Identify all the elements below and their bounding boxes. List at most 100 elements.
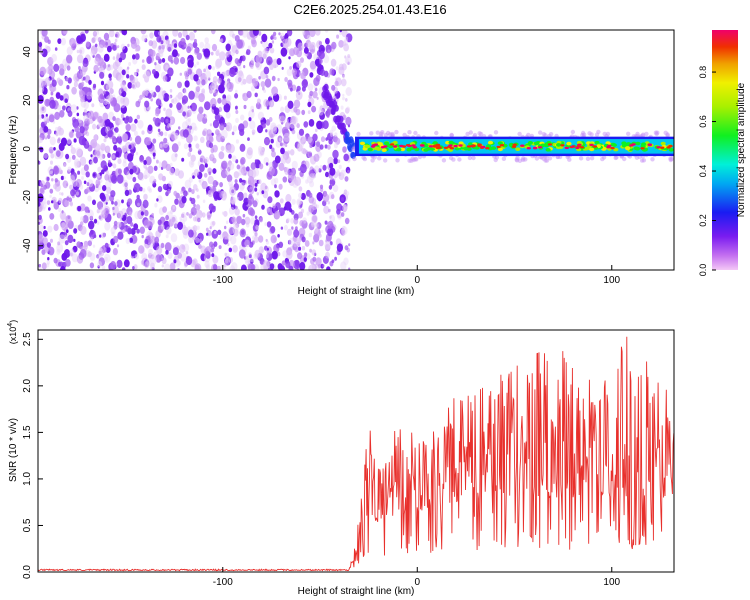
spectrogram-noise-blob [309, 152, 312, 157]
spectrogram-noise-blob [288, 56, 291, 60]
spectrogram-noise-blob [270, 124, 278, 135]
spectrogram-noise-blob [120, 43, 126, 50]
spectrogram-signal-peak [607, 144, 612, 147]
spectrogram-noise-blob [145, 34, 148, 39]
spectrogram-noise-blob [122, 133, 129, 143]
spectrogram-noise-blob [65, 153, 70, 160]
spectrogram-noise-blob [340, 197, 345, 202]
spectrogram-noise-blob [38, 224, 44, 233]
spectrogram-noise-blob [295, 90, 303, 101]
spectrogram-noise-blob [218, 84, 225, 94]
spectrogram-noise-blob [129, 168, 134, 175]
spectrogram-signal-halo [383, 158, 388, 163]
spectrogram-noise-blob [168, 133, 172, 138]
spectrogram-noise-blob [47, 257, 50, 261]
spectrogram-noise-blob [329, 178, 336, 187]
spectrogram-signal-halo [407, 130, 412, 135]
spectrogram-noise-blob [38, 95, 44, 104]
spectrogram-noise-blob [270, 178, 277, 186]
spectrogram-noise-blob [116, 221, 122, 228]
spectrogram-noise-blob [112, 135, 116, 142]
spectrogram-signal-core [487, 140, 494, 145]
spectrogram-noise-blob [193, 30, 197, 33]
spectrogram-noise-blob [173, 132, 179, 140]
spectrogram-noise-blob [243, 197, 249, 206]
spectrogram-noise-blob [209, 184, 213, 190]
spectrogram-noise-blob [289, 208, 293, 213]
spectrogram-signal-core [589, 147, 595, 152]
spectrogram-noise-blob [100, 143, 106, 151]
spectrogram-noise-blob [105, 41, 108, 46]
spectrogram-noise-blob [112, 163, 117, 169]
spectrogram-noise-blob [142, 188, 146, 193]
spectrogram-signal-peak [520, 144, 525, 147]
spectrogram-noise-blob [94, 57, 100, 65]
spectrogram-noise-blob [179, 216, 183, 221]
spectrogram-noise-blob [39, 132, 45, 141]
spectrogram-noise-blob [49, 213, 55, 220]
spectrogram-noise-blob [240, 218, 246, 226]
spectrogram-noise-blob [58, 127, 64, 136]
spectrogram-noise-blob [106, 186, 112, 194]
spectrogram-noise-blob [149, 32, 154, 39]
colorbar: 0.0 0.2 0.4 0.6 0.8 Normalized spectral ampl… [698, 30, 747, 276]
spectrogram-noise-blob [278, 183, 283, 190]
spectrogram-noise-blob [112, 247, 118, 256]
spectrogram-signal-halo [394, 129, 399, 135]
spectrogram-noise-blob [250, 85, 256, 92]
spectrogram-noise-blob [267, 196, 273, 204]
spectrogram-noise-blob [286, 30, 293, 37]
spectrogram-signal-peak [579, 146, 585, 149]
spectrogram-noise-blob [152, 69, 156, 75]
spectrogram-noise-blob [115, 31, 120, 39]
spectrogram-noise-blob [96, 254, 100, 259]
spectrogram-noise-blob [183, 190, 188, 197]
spectrogram-noise-blob [111, 154, 115, 160]
spectrogram-noise-blob [305, 134, 311, 142]
spectrogram-noise-blob [244, 255, 250, 264]
spectrogram-noise-blob [103, 90, 106, 95]
spectrogram-noise-blob [239, 182, 245, 190]
spectrogram-noise-blob [173, 43, 178, 48]
spectrogram-noise-blob [187, 59, 194, 69]
spectrogram-noise-blob [204, 163, 208, 168]
spectrogram-noise-blob [316, 192, 324, 201]
spectrogram-noise-blob [234, 58, 240, 65]
spectrogram-noise-blob [160, 116, 165, 123]
spectrogram-noise-blob [341, 63, 347, 71]
spectrogram-noise-blob [285, 155, 291, 164]
spectrogram-noise-blob [234, 93, 239, 99]
spectrogram-noise-blob [335, 66, 339, 71]
spectrogram-noise-blob [317, 264, 321, 268]
spectrogram-noise-blob [280, 47, 288, 57]
spectrogram-noise-blob [308, 169, 314, 177]
spectrogram-noise-blob [40, 50, 44, 55]
spectrogram-noise-blob [145, 245, 149, 250]
spectrogram-noise-blob [224, 225, 227, 230]
spectrogram-noise-blob [311, 222, 315, 228]
spectrogram-noise-blob [114, 126, 119, 133]
spectrogram-noise-blob [93, 134, 98, 141]
spectrogram-noise-blob [154, 202, 158, 208]
spectrogram-noise-blob [157, 91, 165, 101]
spectrogram-noise-blob [210, 153, 214, 157]
spectrogram-noise-blob [173, 190, 178, 196]
spectrogram-noise-blob [107, 94, 114, 102]
spectrogram-noise-blob [144, 238, 149, 245]
spectrogram-noise-blob [217, 77, 222, 84]
spectrogram-noise-blob [345, 98, 348, 102]
spectrogram-signal-peak [533, 146, 538, 150]
spectrogram-signal-halo [477, 131, 482, 136]
spectrogram-noise-blob [218, 116, 225, 126]
spectrogram-noise-blob [322, 264, 325, 268]
spectrogram-noise-blob [230, 203, 236, 210]
spectrogram-noise-blob [147, 186, 151, 192]
spectrogram-signal-peak [660, 146, 665, 149]
spectrogram-noise-blob [105, 210, 109, 214]
spectrogram-noise-blob [50, 153, 55, 159]
spectrogram-noise-blob [236, 215, 243, 224]
spectrogram-noise-blob [147, 165, 154, 174]
spectrogram-noise-blob [257, 111, 264, 121]
spectrogram-noise-blob [338, 164, 342, 170]
spectrogram-noise-blob [80, 225, 87, 235]
